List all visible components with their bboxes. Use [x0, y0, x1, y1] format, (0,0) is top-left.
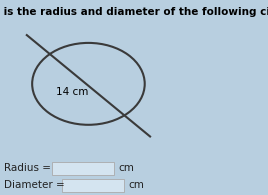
Text: What is the radius and diameter of the following circle?: What is the radius and diameter of the f…: [0, 7, 268, 17]
Text: Diameter =: Diameter =: [4, 180, 65, 190]
FancyBboxPatch shape: [62, 179, 124, 192]
Text: cm: cm: [128, 180, 144, 190]
Text: 14 cm: 14 cm: [56, 87, 89, 97]
FancyBboxPatch shape: [52, 162, 114, 175]
Text: cm: cm: [118, 163, 134, 173]
Text: Radius =: Radius =: [4, 163, 51, 173]
